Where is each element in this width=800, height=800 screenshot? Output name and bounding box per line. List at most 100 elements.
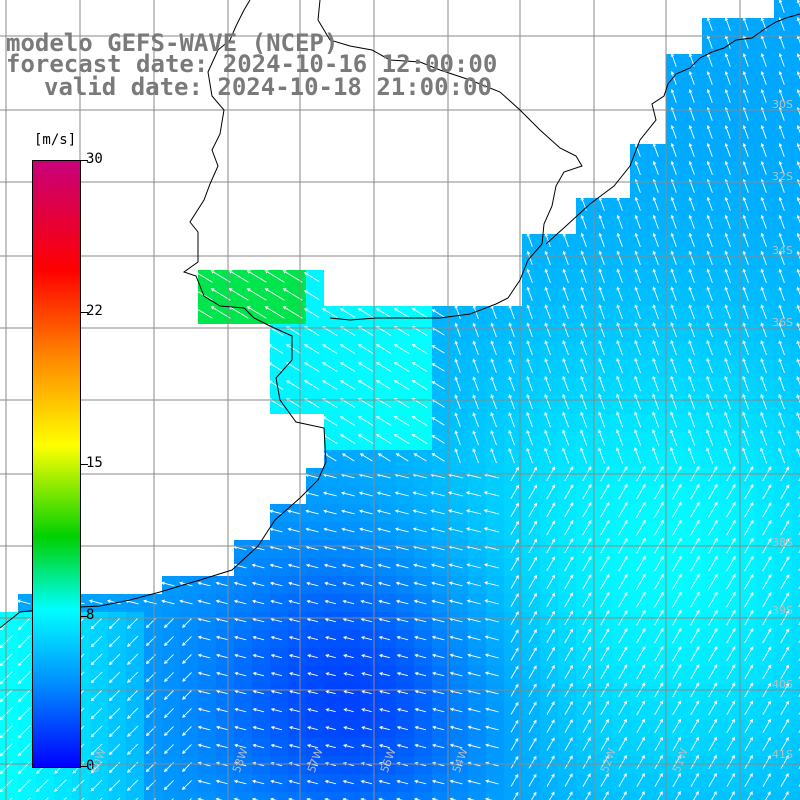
- wind-arrow: [513, 791, 519, 800]
- wind-arrow: [17, 707, 31, 721]
- wind-arrow: [652, 268, 659, 284]
- wind-arrow: [90, 653, 103, 666]
- wind-arrow: [706, 411, 714, 428]
- wind-arrow: [360, 617, 373, 623]
- wind-arrow: [796, 250, 800, 260]
- wind-arrow: [163, 672, 174, 683]
- wind-arrow: [361, 708, 372, 713]
- wind-arrow: [726, 773, 735, 787]
- wind-arrow: [215, 671, 229, 677]
- wind-arrow: [306, 599, 319, 605]
- wind-arrow: [562, 447, 570, 464]
- wind-arrow: [544, 232, 551, 247]
- wind-arrow: [742, 232, 749, 247]
- wind-arrow: [510, 701, 519, 715]
- wind-arrow: [393, 434, 410, 444]
- wind-arrow: [706, 268, 713, 284]
- wind-arrow: [342, 581, 355, 587]
- wind-arrow: [485, 743, 499, 749]
- wind-arrow: [270, 653, 283, 659]
- wind-arrow: [598, 340, 605, 356]
- wind-arrow: [564, 646, 573, 662]
- wind-arrow: [564, 755, 573, 769]
- wind-arrow: [90, 689, 103, 702]
- wind-arrow: [742, 375, 749, 392]
- wind-arrow: [16, 599, 31, 605]
- wind-arrow: [654, 591, 664, 608]
- wind-cell: [342, 792, 360, 800]
- wind-cell: [648, 792, 666, 800]
- wind-arrow: [618, 772, 627, 787]
- wind-arrow: [672, 736, 681, 752]
- wind-cell: [0, 792, 18, 800]
- wind-arrow: [598, 214, 605, 229]
- wind-arrow: [760, 393, 767, 410]
- wind-arrow: [598, 357, 605, 374]
- wind-arrow: [526, 376, 533, 392]
- wind-arrow: [341, 509, 355, 515]
- wind-arrow: [670, 214, 677, 229]
- wind-arrow: [411, 415, 428, 426]
- wind-arrow: [562, 304, 569, 320]
- wind-arrow: [760, 429, 768, 446]
- wind-arrow: [580, 429, 588, 446]
- wind-arrow: [430, 563, 445, 569]
- wind-arrow: [510, 575, 519, 589]
- wind-arrow: [454, 412, 461, 428]
- wind-cell: [126, 792, 144, 800]
- wind-arrow: [288, 581, 301, 587]
- wind-arrow: [359, 527, 373, 533]
- wind-arrow: [127, 635, 139, 647]
- wind-arrow: [670, 250, 677, 265]
- wind-arrow: [760, 124, 767, 139]
- wind-arrow: [357, 434, 374, 444]
- wind-arrow: [688, 214, 695, 229]
- wind-arrow: [634, 339, 641, 356]
- wind-arrow: [564, 719, 573, 733]
- wind-arrow: [359, 453, 373, 462]
- wind-arrow: [269, 527, 283, 533]
- wind-arrow: [580, 393, 587, 410]
- wind-arrow: [652, 232, 659, 247]
- wind-arrow: [706, 429, 714, 446]
- wind-cell: [36, 792, 54, 800]
- wind-arrow: [744, 772, 753, 787]
- wind-arrow: [510, 665, 519, 679]
- wind-arrow: [708, 664, 718, 680]
- lat-label: 32S: [772, 170, 793, 183]
- wind-arrow: [778, 375, 785, 392]
- wind-arrow: [708, 736, 717, 752]
- wind-arrow: [744, 483, 754, 500]
- wind-arrow: [325, 726, 336, 731]
- wind-arrow: [654, 754, 663, 770]
- wind-arrow: [796, 196, 800, 206]
- wind-arrow: [269, 509, 283, 515]
- wind-arrow: [431, 417, 445, 426]
- wind-cell: [792, 576, 800, 594]
- wind-arrow: [396, 743, 409, 749]
- wind-arrow: [634, 160, 641, 175]
- wind-arrow: [616, 196, 623, 211]
- wind-arrow: [688, 160, 695, 175]
- wind-arrow: [304, 272, 320, 282]
- wind-arrow: [706, 196, 713, 211]
- wind-arrow: [724, 357, 731, 374]
- wind-cell: [324, 792, 342, 800]
- wind-arrow: [742, 160, 749, 175]
- wind-arrow: [706, 447, 714, 464]
- wind-arrow: [567, 791, 573, 800]
- wind-arrow: [562, 340, 569, 356]
- wind-arrow: [544, 375, 551, 392]
- wind-cell: [792, 216, 800, 234]
- wind-cell: [774, 792, 792, 800]
- wind-arrow: [447, 491, 464, 497]
- wind-arrow: [762, 736, 771, 751]
- wind-arrow: [526, 340, 533, 356]
- wind-cell: [792, 108, 800, 126]
- wind-arrow: [17, 689, 31, 703]
- wind-arrow: [396, 725, 409, 731]
- wind-arrow: [688, 375, 695, 392]
- wind-arrow: [305, 509, 319, 515]
- wind-arrow: [215, 653, 229, 659]
- wind-arrow: [654, 501, 664, 518]
